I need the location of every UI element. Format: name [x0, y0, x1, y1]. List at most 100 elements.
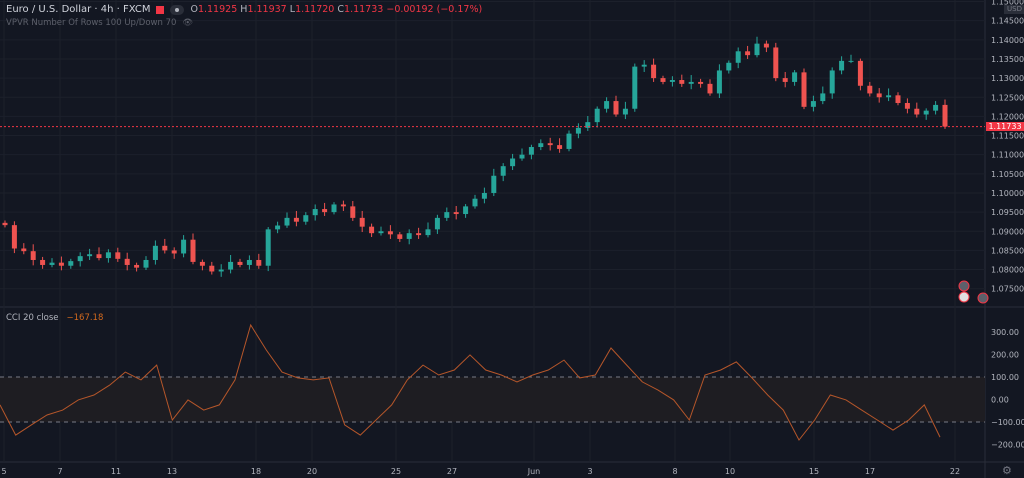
event-marker-icon: [977, 292, 989, 304]
candle-body: [228, 261, 234, 270]
price-tick-label: 1.09000: [991, 227, 1024, 236]
candle: [40, 256, 46, 269]
candle-body: [359, 217, 365, 227]
candle: [68, 258, 74, 269]
candle-body: [369, 226, 375, 234]
candle-body: [481, 192, 487, 199]
time-tick-label: Jun: [527, 467, 541, 476]
candle: [594, 106, 600, 128]
candle: [660, 75, 666, 85]
candle-body: [58, 262, 64, 266]
price-tick-label: 1.12000: [991, 112, 1024, 121]
currency-label[interactable]: USD: [1004, 5, 1024, 14]
cci-legend[interactable]: CCI 20 close −167.18: [6, 313, 103, 323]
cci-tick-label: −100.00: [991, 418, 1024, 427]
more-icon[interactable]: [170, 4, 185, 15]
candle-body: [124, 258, 130, 265]
candle: [162, 238, 168, 254]
candle: [933, 101, 939, 115]
candle: [510, 153, 516, 171]
candle: [500, 163, 506, 182]
candle: [857, 58, 863, 91]
candle-body: [284, 217, 290, 226]
candle: [237, 258, 243, 268]
candle-body: [303, 215, 309, 222]
candle: [444, 207, 450, 221]
candle: [745, 45, 751, 59]
price-tick-label: 1.08500: [991, 246, 1024, 255]
candle: [369, 223, 375, 238]
vpvr-indicator-legend[interactable]: VPVR Number Of Rows 100 Up/Down 70 👁: [6, 18, 193, 28]
time-tick-label: 27: [447, 467, 457, 476]
candle: [585, 116, 591, 131]
price-tick-label: 1.15000: [991, 0, 1024, 7]
ohlc-values: O1.11925 H1.11937 L1.11720 C1.11733 −0.0…: [190, 4, 483, 15]
candle-body: [322, 209, 328, 213]
candle-body: [162, 245, 168, 251]
candle: [773, 42, 779, 82]
candle: [265, 227, 271, 272]
candle-body: [914, 108, 920, 115]
candle-body: [933, 104, 939, 111]
candle-body: [651, 64, 657, 79]
candle-body: [237, 261, 243, 265]
candle: [688, 75, 694, 90]
candle-body: [87, 254, 93, 257]
price-tick-label: 1.11000: [991, 151, 1024, 160]
price-tick-label: 1.09500: [991, 208, 1024, 217]
cci-tick-label: 300.00: [991, 328, 1019, 337]
candle-body: [209, 265, 215, 272]
cci-tick-label: 100.00: [991, 373, 1019, 382]
candle-body: [397, 234, 403, 239]
time-tick-label: 5: [1, 467, 6, 476]
candle: [707, 79, 713, 96]
candle: [143, 256, 149, 270]
candle: [322, 202, 328, 216]
gear-icon[interactable]: ⚙: [1002, 464, 1012, 477]
candle-body: [218, 269, 224, 272]
candle: [434, 214, 440, 234]
candle: [651, 58, 657, 82]
candle: [538, 139, 544, 151]
candle: [293, 210, 299, 227]
candle: [820, 86, 826, 105]
candle: [914, 102, 920, 118]
price-tick-label: 1.14500: [991, 17, 1024, 26]
flag-icon[interactable]: [156, 5, 165, 14]
candle-body: [801, 72, 807, 107]
candle-body: [463, 206, 469, 215]
candle: [669, 76, 675, 87]
candle-body: [472, 198, 478, 207]
candle: [453, 205, 459, 220]
candle-body: [275, 225, 281, 230]
candle: [726, 60, 732, 74]
candle: [557, 138, 563, 153]
candle-body: [754, 43, 760, 56]
candle: [171, 247, 177, 259]
candle: [942, 99, 948, 129]
candle: [867, 81, 873, 97]
candle-body: [416, 233, 422, 236]
candle-body: [895, 95, 901, 103]
price-tick-label: 1.10500: [991, 170, 1024, 179]
candle: [58, 256, 64, 271]
eye-icon[interactable]: 👁: [182, 18, 194, 28]
symbol-title[interactable]: Euro / U.S. Dollar · 4h · FXCM: [6, 4, 151, 15]
candle: [604, 97, 610, 113]
chart-legend: Euro / U.S. Dollar · 4h · FXCM O1.11925 …: [6, 4, 482, 15]
candle-body: [867, 85, 873, 94]
candle-body: [40, 259, 46, 265]
candle-body: [566, 133, 572, 149]
candle: [256, 253, 262, 269]
candle-body: [848, 60, 854, 62]
candle-body: [519, 154, 525, 159]
candle-body: [942, 104, 948, 127]
candle: [754, 36, 760, 58]
candle-body: [547, 143, 553, 146]
candle: [622, 101, 628, 120]
candle: [575, 123, 581, 139]
candle-body: [782, 78, 788, 82]
candle-body: [538, 143, 544, 148]
candle: [519, 148, 525, 161]
